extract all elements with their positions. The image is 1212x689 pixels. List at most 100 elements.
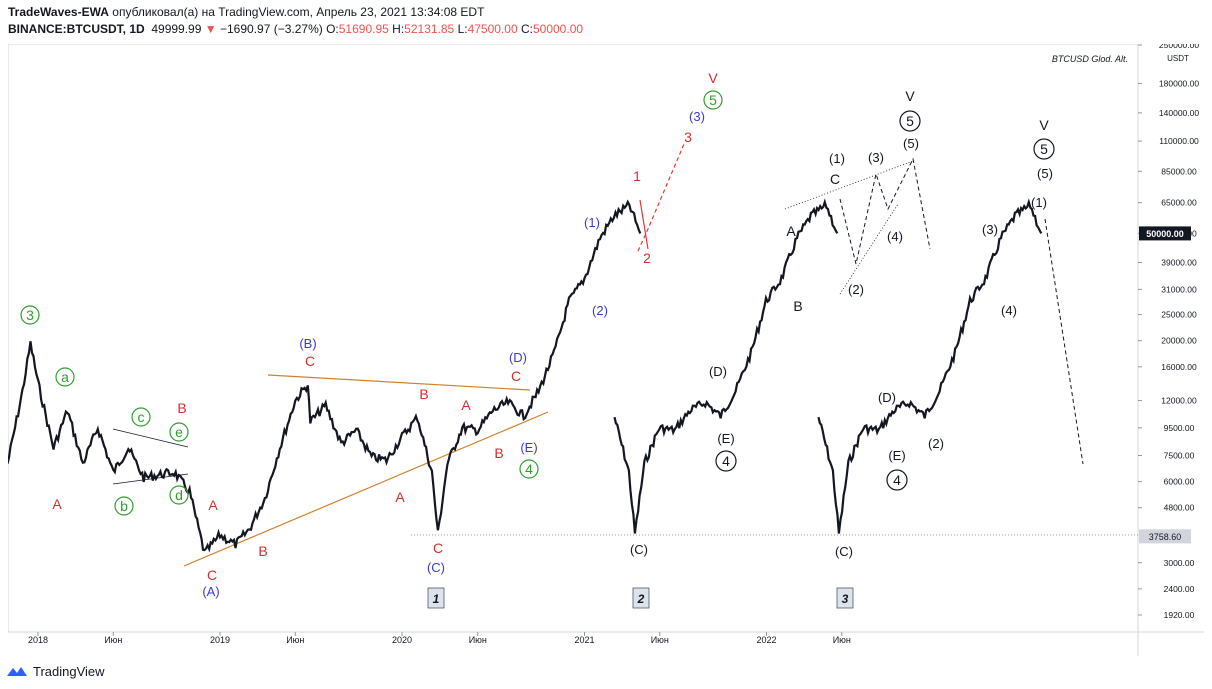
svg-text:B: B (419, 386, 428, 402)
svg-text:4: 4 (525, 461, 533, 477)
svg-text:(4): (4) (887, 229, 903, 244)
y-tick-label: 1920.00 (1164, 610, 1195, 620)
wave-label: (E) (888, 448, 905, 463)
y-tick-label: 110000.00 (1159, 136, 1199, 146)
svg-text:(E): (E) (888, 448, 905, 463)
wave-label: C (433, 540, 443, 556)
black-projection-path-2 (1044, 218, 1084, 465)
svg-text:5: 5 (709, 92, 717, 108)
svg-text:C: C (433, 540, 443, 556)
tradingview-logo-icon[interactable] (6, 664, 28, 678)
red-wave-2-path (639, 199, 649, 250)
open-value: 51690.95 (338, 22, 389, 36)
wave-label: (2) (592, 303, 608, 318)
svg-text:a: a (61, 369, 69, 385)
x-tick-label: Июн (833, 635, 851, 645)
scenario-box: 3 (836, 587, 854, 609)
wave-label: a (55, 367, 75, 387)
ohlc-line: BINANCE:BTCUSDT, 1D 49999.99 ▼ −1690.97 … (8, 21, 583, 38)
svg-text:(D): (D) (878, 390, 896, 405)
wave-label: (D) (878, 390, 896, 405)
publish-line: TradeWaves-EWA опубликовал(а) на Trading… (8, 4, 583, 21)
svg-text:(5): (5) (1037, 166, 1053, 181)
y-tick-label: 250000.00 (1159, 44, 1199, 50)
symbol-label[interactable]: BINANCE:BTCUSDT, 1D (8, 22, 145, 36)
svg-text:3: 3 (842, 592, 849, 606)
chart-header: TradeWaves-EWA опубликовал(а) на Trading… (8, 4, 583, 38)
wave-label: V (708, 70, 718, 86)
wave-label: C (305, 353, 315, 369)
wave-label: V (1039, 117, 1049, 133)
svg-text:(C): (C) (835, 544, 853, 559)
x-tick-label: 2020 (392, 635, 412, 645)
svg-text:2: 2 (637, 592, 645, 606)
wave-label: (E) (520, 440, 537, 455)
wave-label: (1) (829, 151, 845, 166)
y-tick-label: 7500.00 (1164, 450, 1195, 460)
svg-text:(C): (C) (630, 542, 648, 557)
wave-label: 3 (684, 129, 692, 145)
wave-label: 3 (20, 305, 40, 325)
svg-text:V: V (708, 70, 718, 86)
high-label: H: (392, 22, 405, 36)
y-tick-label: 39000.00 (1161, 257, 1197, 267)
svg-text:V: V (905, 88, 915, 104)
scenario-box: 1 (427, 587, 445, 609)
price-line (6, 199, 642, 553)
red-projection-path (637, 143, 685, 252)
svg-text:e: e (175, 424, 183, 440)
wave-label: 2 (643, 250, 651, 266)
last-price-tag: 50000.00 (1139, 226, 1191, 241)
wave-label: (C) (835, 544, 853, 559)
svg-text:c: c (138, 409, 145, 425)
y-tick-label: 140000.00 (1159, 108, 1199, 118)
wave-label: (D) (709, 364, 727, 379)
svg-text:50000.00: 50000.00 (1146, 229, 1184, 239)
wave-label: (1) (584, 215, 600, 230)
publish-info: опубликовал(а) на TradingView.com, Апрел… (112, 5, 485, 19)
high-value: 52131.85 (404, 22, 455, 36)
y-tick-label: 2400.00 (1164, 584, 1195, 594)
upper-trendline (267, 374, 531, 391)
wave-label: c (131, 407, 151, 427)
wave-label-circled: 5 (1033, 138, 1055, 160)
currency-label: USDT (1167, 54, 1189, 63)
wave-label: (1) (1031, 195, 1047, 210)
svg-text:C: C (305, 353, 315, 369)
triangle-line-a (112, 428, 189, 448)
svg-text:5: 5 (906, 113, 914, 129)
footer: TradingView (6, 661, 105, 681)
svg-text:d: d (175, 487, 183, 503)
price-chart[interactable]: BTCUSD Glod. Alt. USDT 250000.00180000.0… (6, 40, 1204, 656)
close-label: C: (520, 22, 533, 36)
svg-text:(2): (2) (848, 282, 864, 297)
chart-area[interactable]: BTCUSD Glod. Alt. USDT 250000.00 180000.0… (6, 40, 1204, 656)
wave-label: B (258, 543, 267, 559)
svg-text:B: B (177, 400, 186, 416)
svg-text:(5): (5) (903, 136, 919, 151)
brand-name[interactable]: TradingView (33, 663, 105, 679)
wave-label: (C) (427, 560, 445, 575)
svg-text:B: B (494, 445, 503, 461)
y-tick-label: 20000.00 (1161, 336, 1197, 346)
wave-label: (3) (689, 109, 705, 124)
level-price-tag: 3758.60 (1139, 529, 1191, 544)
svg-text:(4): (4) (1001, 303, 1017, 318)
wave-label: (4) (887, 229, 903, 244)
chart-title: BTCUSD Glod. Alt. (1052, 54, 1128, 64)
svg-text:(1): (1) (829, 151, 845, 166)
wave-label-circled: 5 (899, 110, 921, 132)
svg-text:(3): (3) (982, 222, 998, 237)
author-name[interactable]: TradeWaves-EWA (8, 5, 109, 19)
svg-text:(E): (E) (520, 440, 537, 455)
svg-text:(3): (3) (689, 109, 705, 124)
svg-text:(2): (2) (592, 303, 608, 318)
svg-text:(B): (B) (299, 336, 316, 351)
scenario-box: 2 (632, 587, 650, 609)
low-label: L: (457, 22, 468, 36)
wave-label: B (177, 400, 186, 416)
wave-label: 4 (519, 459, 539, 479)
x-tick-label: 2019 (210, 635, 230, 645)
x-tick-label: Июн (104, 635, 122, 645)
svg-text:4: 4 (893, 472, 901, 488)
